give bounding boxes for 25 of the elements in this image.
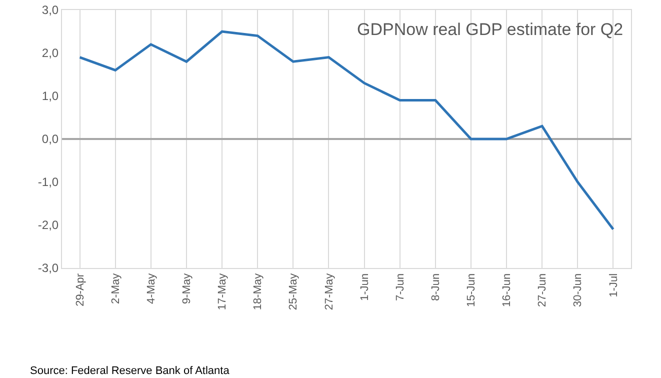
y-tick-label: 2,0 (42, 46, 59, 60)
y-tick-label: 3,0 (42, 3, 59, 18)
x-tick-label: 16-Jun (501, 273, 514, 308)
x-tick-label: 9-May (181, 272, 194, 304)
x-tick-label: 8-Jun (430, 273, 442, 301)
x-tick-label: 18-May (252, 272, 264, 310)
y-tick-label: -2,0 (38, 218, 59, 232)
source-note: Source: Federal Reserve Bank of Atlanta (30, 365, 230, 377)
y-tick-label: 1,0 (42, 89, 59, 104)
x-tick-label: 17-May (216, 272, 229, 310)
x-tick-label: 29-Apr (74, 273, 86, 306)
x-tick-label: 7-Jun (394, 273, 406, 301)
y-tick-label: 0,0 (42, 132, 59, 146)
text: GDPNow real GDP estimate for Q2 (357, 20, 624, 39)
x-tick-label: 1-Jun (358, 273, 371, 301)
x-tick-label: 30-Jun (572, 273, 584, 308)
y-tick-label: -3,0 (38, 261, 59, 276)
x-tick-label: 25-May (288, 272, 300, 310)
y-tick-label: -1,0 (38, 175, 59, 190)
x-tick-label: 27-May (323, 272, 336, 310)
x-tick-label: 27-Jun (536, 273, 549, 308)
x-tick-label: 2-May (110, 272, 122, 304)
x-tick-label: 1-Jul (608, 273, 620, 298)
x-tick-label: 4-May (145, 272, 158, 304)
x-tick-label: 15-Jun (466, 273, 478, 308)
